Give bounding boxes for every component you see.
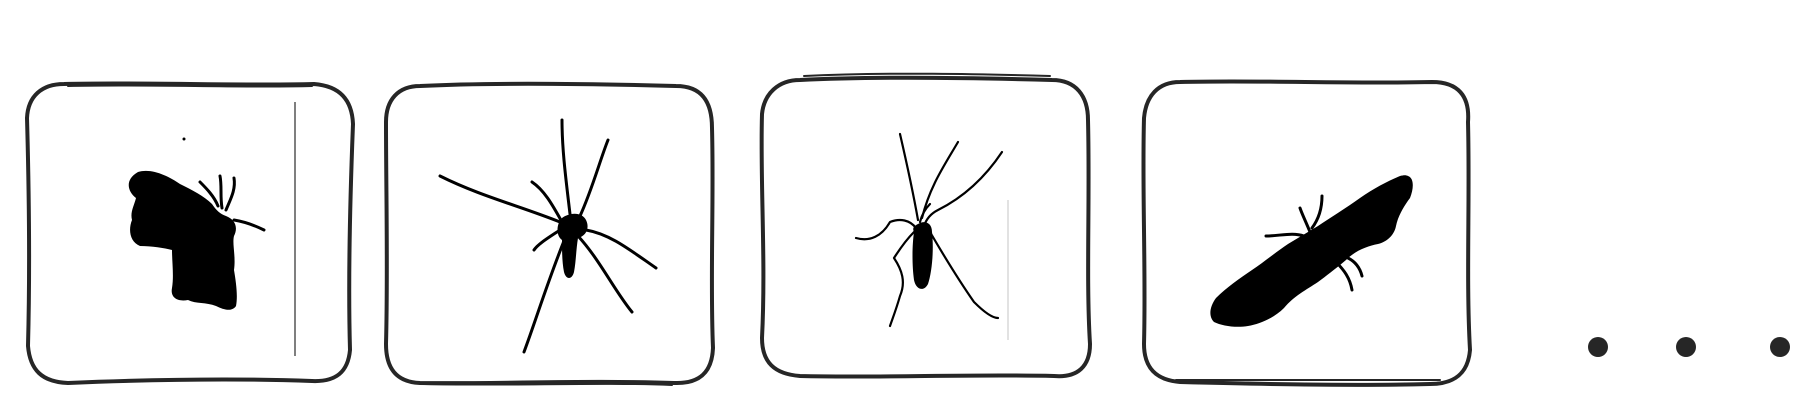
tile-1-frame — [25, 81, 355, 385]
spider-silhouette-icon — [438, 118, 658, 354]
tile-4-frame — [1141, 79, 1472, 387]
tile-4 — [1141, 79, 1472, 387]
moth-flying-silhouette-icon — [1210, 175, 1413, 327]
tile-3-frame — [759, 75, 1092, 379]
ellipsis-dot-2 — [1676, 337, 1696, 357]
ellipsis-dot-1 — [1588, 337, 1608, 357]
crane-fly-silhouette-icon — [854, 132, 1004, 328]
tile-1 — [25, 81, 355, 385]
ellipsis-dot-3 — [1770, 337, 1790, 357]
ellipsis-icon — [1588, 337, 1790, 357]
tile-2-frame — [384, 81, 715, 386]
tile-2 — [384, 81, 715, 386]
tile-3 — [759, 72, 1092, 379]
moth-silhouette-icon — [128, 137, 266, 310]
